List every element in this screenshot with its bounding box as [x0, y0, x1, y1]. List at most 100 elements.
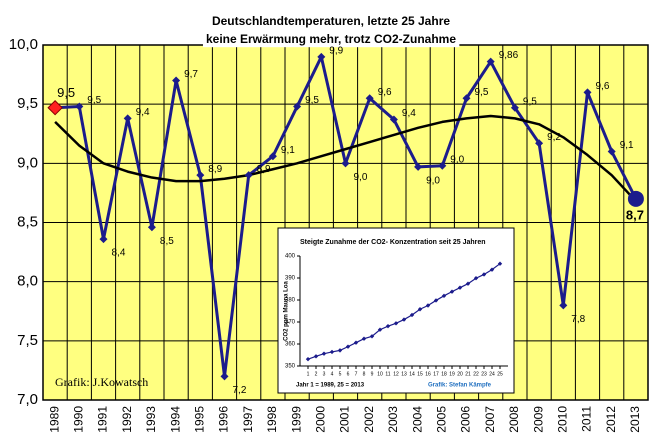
inset-x-tick-label: 20: [457, 371, 463, 377]
data-label: 9,5: [523, 96, 537, 107]
inset-marker: [313, 354, 319, 359]
inset-x-tick-label: 23: [481, 371, 487, 377]
marker: [341, 159, 350, 168]
marker: [220, 372, 229, 381]
x-tick-label: 2003: [386, 406, 400, 433]
marker: [268, 152, 277, 161]
inset-marker: [449, 289, 455, 294]
data-label: 9,4: [136, 107, 150, 118]
x-tick-label: 1989: [47, 406, 61, 433]
data-label: 9,9: [329, 45, 343, 56]
inset-x-tick-label: 14: [409, 371, 415, 377]
inset-x-tick-label: 8: [363, 371, 366, 377]
y-tick-label: 9,0: [17, 154, 38, 171]
title-box: [208, 13, 454, 30]
marker: [414, 162, 423, 171]
inset-marker: [489, 267, 495, 272]
inset-y-tick-label: 400: [285, 254, 296, 260]
x-tick-label: 1994: [168, 406, 182, 433]
marker: [627, 190, 644, 207]
data-label: 8,9: [257, 164, 271, 175]
inset-x-tick-label: 22: [473, 371, 479, 377]
chart-title: keine Erwärmung mehr, trotz CO2-Zunahme: [206, 32, 456, 46]
marker: [293, 102, 302, 111]
inset-marker: [305, 356, 311, 362]
inset-y-tick-label: 380: [285, 298, 296, 304]
x-tick-label: 2013: [628, 406, 642, 433]
inset-x-tick-label: 18: [441, 371, 447, 377]
y-tick-label: 9,5: [17, 95, 38, 112]
inset-marker: [409, 312, 415, 318]
inset-marker: [457, 285, 463, 290]
marker: [99, 235, 108, 244]
marker: [535, 139, 544, 148]
x-tick-label: 2010: [555, 406, 569, 433]
marker: [172, 76, 181, 85]
inset-footer: Jahr 1 = 1989, 25 = 2013: [296, 383, 365, 389]
data-label: 8,9: [208, 164, 222, 175]
x-tick-label: 2004: [410, 406, 424, 433]
data-label: 8,4: [112, 248, 126, 259]
data-label: 9,7: [184, 69, 198, 80]
x-tick-label: 2007: [483, 406, 497, 433]
marker: [317, 52, 326, 61]
y-tick-label: 8,5: [17, 213, 38, 230]
data-label: 9,6: [378, 87, 392, 98]
inset-y-tick-label: 370: [285, 320, 296, 326]
y-tick-label: 7,5: [17, 332, 38, 349]
inset-credit: Grafik: Stefan Kämpfe: [428, 383, 492, 389]
marker: [559, 301, 568, 310]
y-tick-label: 10,0: [9, 36, 38, 53]
inset-x-tick-label: 25: [497, 371, 503, 377]
inset-marker: [465, 281, 471, 286]
data-label: 9,86: [499, 50, 519, 61]
data-label: 9,0: [450, 154, 464, 165]
y-tick-label: 8,0: [17, 273, 38, 290]
inset-marker: [337, 348, 343, 353]
x-tick-label: 2008: [507, 406, 521, 433]
annotation: Grafik: J.Kowatsch: [55, 375, 148, 389]
data-label: 9,5: [475, 87, 489, 98]
marker: [583, 88, 592, 97]
inset-marker: [369, 334, 375, 339]
x-tick-label: 1995: [192, 406, 206, 433]
inset-y-tick-label: 360: [285, 342, 296, 348]
inset-x-tick-label: 9: [371, 371, 374, 377]
x-tick-label: 2002: [362, 406, 376, 433]
marker: [486, 57, 495, 66]
x-tick-label: 2005: [434, 406, 448, 433]
title-box: [202, 31, 460, 48]
inset-marker: [377, 327, 383, 332]
inset-x-tick-label: 19: [449, 371, 455, 377]
inset-marker: [473, 276, 479, 281]
inset-marker: [353, 340, 359, 345]
x-tick-label: 1996: [217, 406, 231, 433]
marker: [510, 103, 519, 112]
x-tick-label: 2001: [338, 406, 352, 433]
x-tick-label: 1990: [71, 406, 85, 433]
marker: [123, 114, 132, 123]
marker: [365, 94, 374, 103]
x-tick-label: 2006: [459, 406, 473, 433]
inset-marker: [497, 261, 503, 266]
data-label: 9,1: [620, 140, 634, 151]
inset-x-tick-label: 7: [355, 371, 358, 377]
inset-x-tick-label: 12: [393, 371, 399, 377]
inset-y-tick-label: 390: [285, 276, 296, 282]
inset-y-label: CO2 ppm Mauna Loa: [284, 281, 290, 341]
trend-line: [54, 114, 637, 203]
inset-x-tick-label: 5: [339, 371, 342, 377]
inset-marker: [361, 336, 367, 341]
inset-x-tick-label: 13: [401, 371, 407, 377]
x-tick-label: 2011: [580, 406, 594, 432]
marker: [147, 223, 156, 232]
marker: [607, 147, 616, 156]
inset-x-tick-label: 1: [307, 371, 310, 377]
marker: [244, 171, 253, 180]
inset-marker: [329, 349, 335, 355]
marker: [438, 161, 447, 170]
inset-marker: [385, 323, 391, 329]
inset-x-tick-label: 16: [425, 371, 431, 377]
data-label: 8,5: [160, 236, 174, 247]
